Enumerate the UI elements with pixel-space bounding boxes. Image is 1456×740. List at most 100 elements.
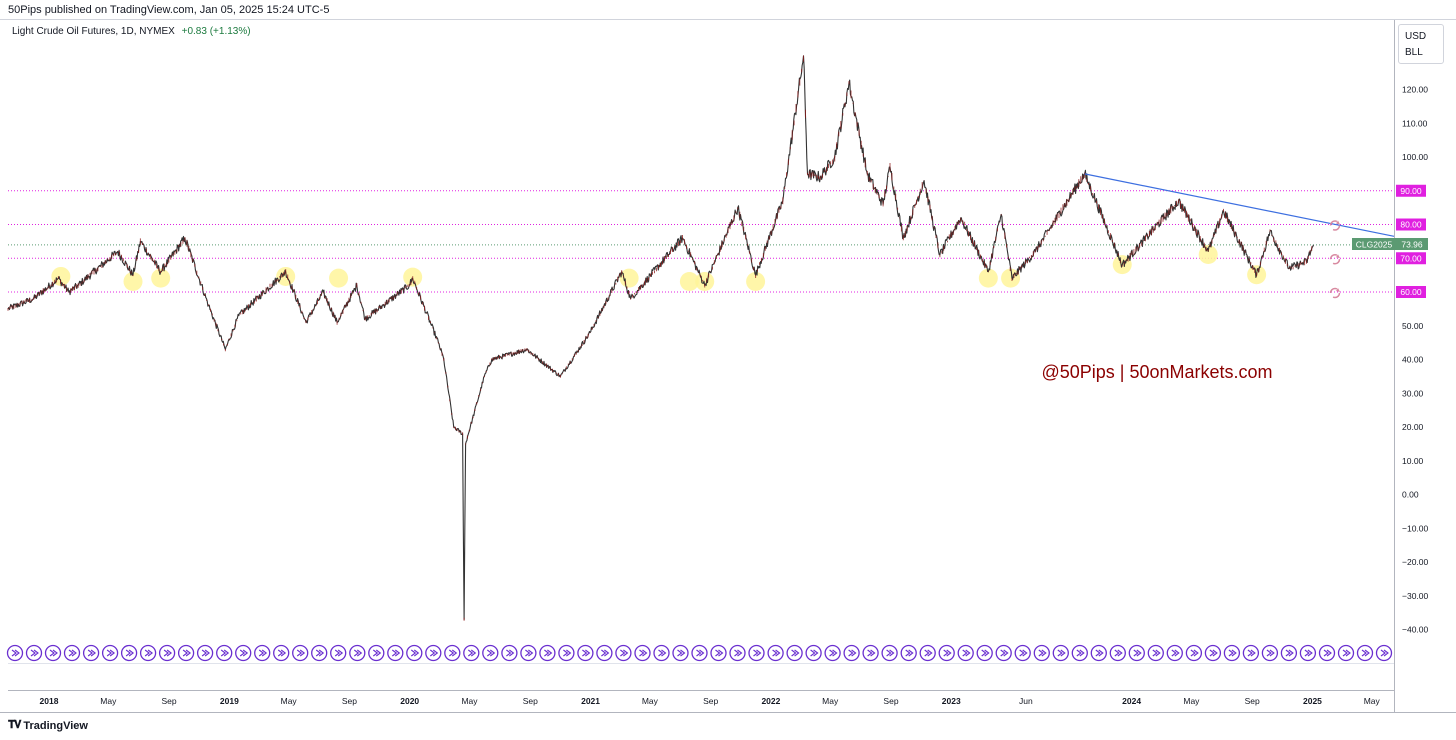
event-icon[interactable] [900,644,917,662]
event-icon[interactable] [1356,644,1374,662]
event-icon[interactable] [1033,644,1050,662]
event-icon[interactable] [691,644,708,662]
support-highlight [679,272,699,291]
event-icon[interactable] [615,644,632,662]
event-icon[interactable] [1375,644,1393,662]
alert-icon[interactable] [1329,220,1341,231]
event-icon[interactable] [1128,644,1145,662]
event-icon[interactable] [482,644,499,662]
event-icon[interactable] [463,644,480,662]
event-icon[interactable] [425,644,442,662]
x-tick-label: Sep [703,696,718,706]
event-icon-arrow [30,649,39,657]
alert-icon[interactable] [1329,287,1341,299]
event-icon[interactable] [710,644,727,662]
event-icon[interactable] [824,644,841,662]
y-tick-label: −40.00 [1402,625,1429,635]
event-icon[interactable] [292,644,309,662]
event-icon[interactable] [539,644,556,662]
event-icon[interactable] [6,644,24,662]
x-tick-label: 2020 [400,696,419,706]
event-icon[interactable] [1242,644,1260,662]
event-icon[interactable] [1071,644,1088,662]
event-icon[interactable] [311,644,328,662]
event-icon[interactable] [196,644,214,662]
event-icon[interactable] [767,644,784,662]
event-icon[interactable] [805,644,822,662]
event-icon[interactable] [1204,644,1222,662]
event-icon[interactable] [976,644,993,662]
event-icon[interactable] [1185,644,1203,662]
event-icon[interactable] [254,644,271,662]
price-axis[interactable]: 120.00 110.00 100.00 90.00 80.00 70.00 60.00 50… [1396,85,1429,635]
event-icon[interactable] [1280,644,1298,662]
event-icon[interactable] [653,644,670,662]
event-icon[interactable] [406,644,423,662]
alert-icon-ring [1329,287,1341,299]
event-icon[interactable] [1109,644,1126,662]
tradingview-logo[interactable]: 𝐓𝐕 TradingView [8,719,88,732]
event-icon-circle [1014,644,1031,662]
event-icon[interactable] [596,644,613,662]
event-icon[interactable] [1090,644,1107,662]
event-icon[interactable] [177,644,195,662]
event-icon[interactable] [577,644,594,662]
event-icon[interactable] [938,644,955,662]
event-icon[interactable] [1337,644,1355,662]
event-icon[interactable] [729,644,746,662]
alert-icon[interactable] [1329,254,1341,265]
event-icon[interactable] [1261,644,1279,662]
time-axis[interactable]: 2018 May Sep 2019 May Sep 2020 May Sep 2021 May Sep… [40,696,1381,706]
event-icon[interactable] [995,644,1012,662]
event-icon[interactable] [672,644,689,662]
event-icon-circle [900,644,917,662]
event-icon[interactable] [330,644,347,662]
event-icon-circle [1109,644,1126,662]
event-icon[interactable] [843,644,860,662]
event-icon-circle [1318,644,1336,662]
symbol-change: +0.83 (+1.13%) [181,26,251,37]
symbol-legend[interactable]: Light Crude Oil Futures, 1D, NYMEX +0.83… [12,26,251,37]
event-icon[interactable] [634,644,651,662]
event-icon[interactable] [101,644,119,662]
event-icon[interactable] [82,644,100,662]
event-icon[interactable] [919,644,936,662]
trendline[interactable] [1084,173,1395,237]
event-icon[interactable] [273,644,290,662]
event-icon[interactable] [158,644,176,662]
event-icon[interactable] [444,644,461,662]
event-icon[interactable] [558,644,575,662]
event-icon[interactable] [1147,644,1164,662]
event-icon[interactable] [216,644,233,662]
resistance-trendline[interactable] [1084,173,1395,237]
event-icon[interactable] [957,644,974,662]
unit-selector[interactable]: USD BLL [1398,24,1444,64]
event-icon[interactable] [1223,644,1241,662]
event-icon[interactable] [786,644,803,662]
alert-icon-arrow [1336,254,1340,259]
level-price-tag [1396,218,1426,231]
event-icon[interactable] [1166,644,1183,662]
event-icon[interactable] [881,644,898,662]
event-icon[interactable] [44,644,62,662]
event-icon[interactable] [1318,644,1336,662]
event-icon[interactable] [520,644,537,662]
event-icon-arrow [1095,649,1104,657]
event-icon[interactable] [368,644,385,662]
event-icon[interactable] [1014,644,1031,662]
event-icon[interactable] [387,644,404,662]
event-icon[interactable] [25,644,43,662]
event-icon[interactable] [63,644,81,662]
event-icon[interactable] [235,644,252,662]
event-icon[interactable] [862,644,879,662]
event-icon[interactable] [349,644,366,662]
event-icon[interactable] [139,644,157,662]
event-icon[interactable] [120,644,138,662]
event-icon[interactable] [1299,644,1317,662]
event-icon[interactable] [748,644,765,662]
x-tick-label: 2021 [581,696,600,706]
event-icon-arrow [1057,649,1066,657]
event-icon[interactable] [501,644,518,662]
event-icon[interactable] [1052,644,1069,662]
